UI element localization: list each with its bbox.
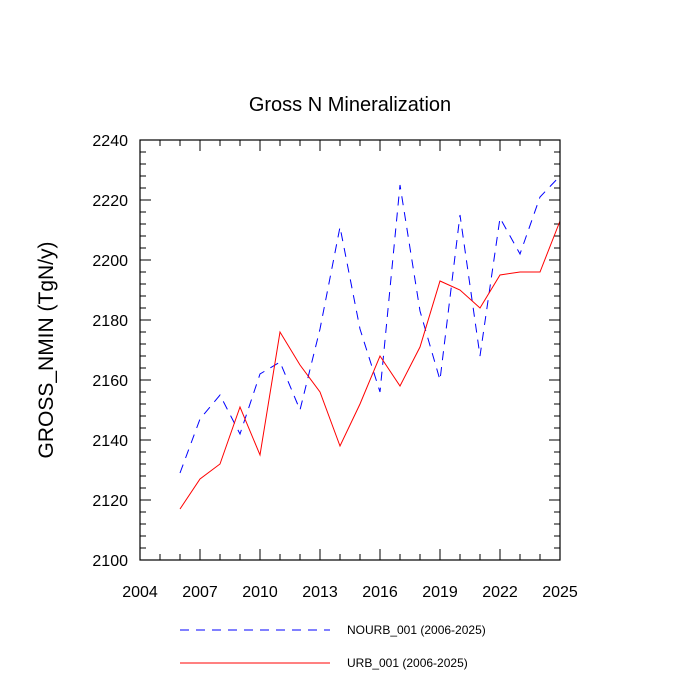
series-line-nourb-001 — [179, 175, 561, 474]
y-axis-label: GROSS_NMIN (TgN/y) — [35, 241, 58, 458]
y-tick-label: 2120 — [92, 493, 128, 510]
legend-label: URB_001 (2006-2025) — [347, 656, 468, 670]
y-tick-label: 2240 — [92, 133, 128, 150]
x-tick-label: 2022 — [482, 584, 518, 601]
x-tick-label: 2013 — [302, 584, 338, 601]
y-tick-label: 2140 — [92, 433, 128, 450]
x-tick-label: 2007 — [182, 584, 218, 601]
x-tick-label: 2019 — [422, 584, 458, 601]
y-tick-label: 2180 — [92, 313, 128, 330]
series-group — [179, 175, 561, 510]
series-line-urb-001 — [179, 220, 561, 510]
y-tick-label: 2220 — [92, 193, 128, 210]
y-tick-label: 2100 — [92, 553, 128, 570]
x-tick-label: 2004 — [122, 584, 158, 601]
legend: NOURB_001 (2006-2025) URB_001 (2006-2025) — [180, 623, 486, 670]
y-tick-label: 2160 — [92, 373, 128, 390]
x-tick-label: 2016 — [362, 584, 398, 601]
axis-ticks: 2004 2007 2010 2013 2016 2019 2022 2025 2100 2120… — [92, 133, 577, 601]
x-tick-label: 2010 — [242, 584, 278, 601]
x-tick-label: 2025 — [542, 584, 578, 601]
legend-label: NOURB_001 (2006-2025) — [347, 623, 486, 637]
plot-frame — [139, 139, 561, 561]
y-tick-label: 2200 — [92, 253, 128, 270]
chart-title: Gross N Mineralization — [249, 94, 451, 116]
